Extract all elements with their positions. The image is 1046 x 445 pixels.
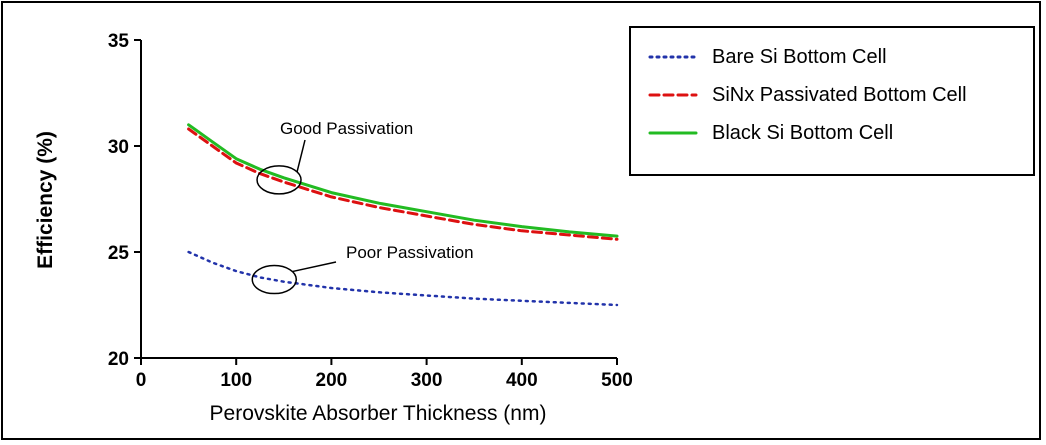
legend-label-1: Bare Si Bottom Cell	[712, 46, 887, 68]
axes	[134, 39, 618, 365]
y-tick-label: 30	[108, 137, 129, 158]
annotation-text: Poor Passivation	[346, 243, 474, 262]
x-tick-label: 400	[506, 370, 538, 391]
x-axis-label: Perovskite Absorber Thickness (nm)	[210, 402, 547, 425]
series-lines	[187, 123, 619, 307]
legend-label-3: Black Si Bottom Cell	[712, 122, 893, 144]
annotations: Good Passivation Poor Passivation	[251, 119, 474, 295]
x-tick-label: 100	[220, 370, 252, 391]
y-tick-label: 35	[108, 31, 130, 52]
series-line-2	[187, 127, 619, 241]
legend-box	[629, 26, 1035, 176]
x-tick-label: 0	[136, 370, 147, 391]
annotation-text: Good Passivation	[280, 119, 413, 138]
legend-label-2: SiNx Passivated Bottom Cell	[712, 84, 967, 106]
annotation-leader	[292, 261, 337, 273]
annotation-leader	[296, 139, 306, 173]
x-tick-label: 200	[316, 370, 348, 391]
y-tick-label: 20	[108, 349, 129, 370]
y-tick-label: 25	[108, 243, 130, 264]
annotation-ellipse	[256, 165, 302, 195]
legend: Bare Si Bottom Cell SiNx Passivated Botto…	[629, 26, 1035, 176]
annotation-ellipse	[251, 264, 298, 295]
x-tick-label: 300	[411, 370, 443, 391]
series-line-3	[187, 123, 619, 238]
y-axis-label: Efficiency (%)	[34, 131, 57, 269]
tick-labels: 20 25 30 35 0 100 200 300 400 500	[108, 31, 633, 391]
x-tick-label: 500	[601, 370, 633, 391]
